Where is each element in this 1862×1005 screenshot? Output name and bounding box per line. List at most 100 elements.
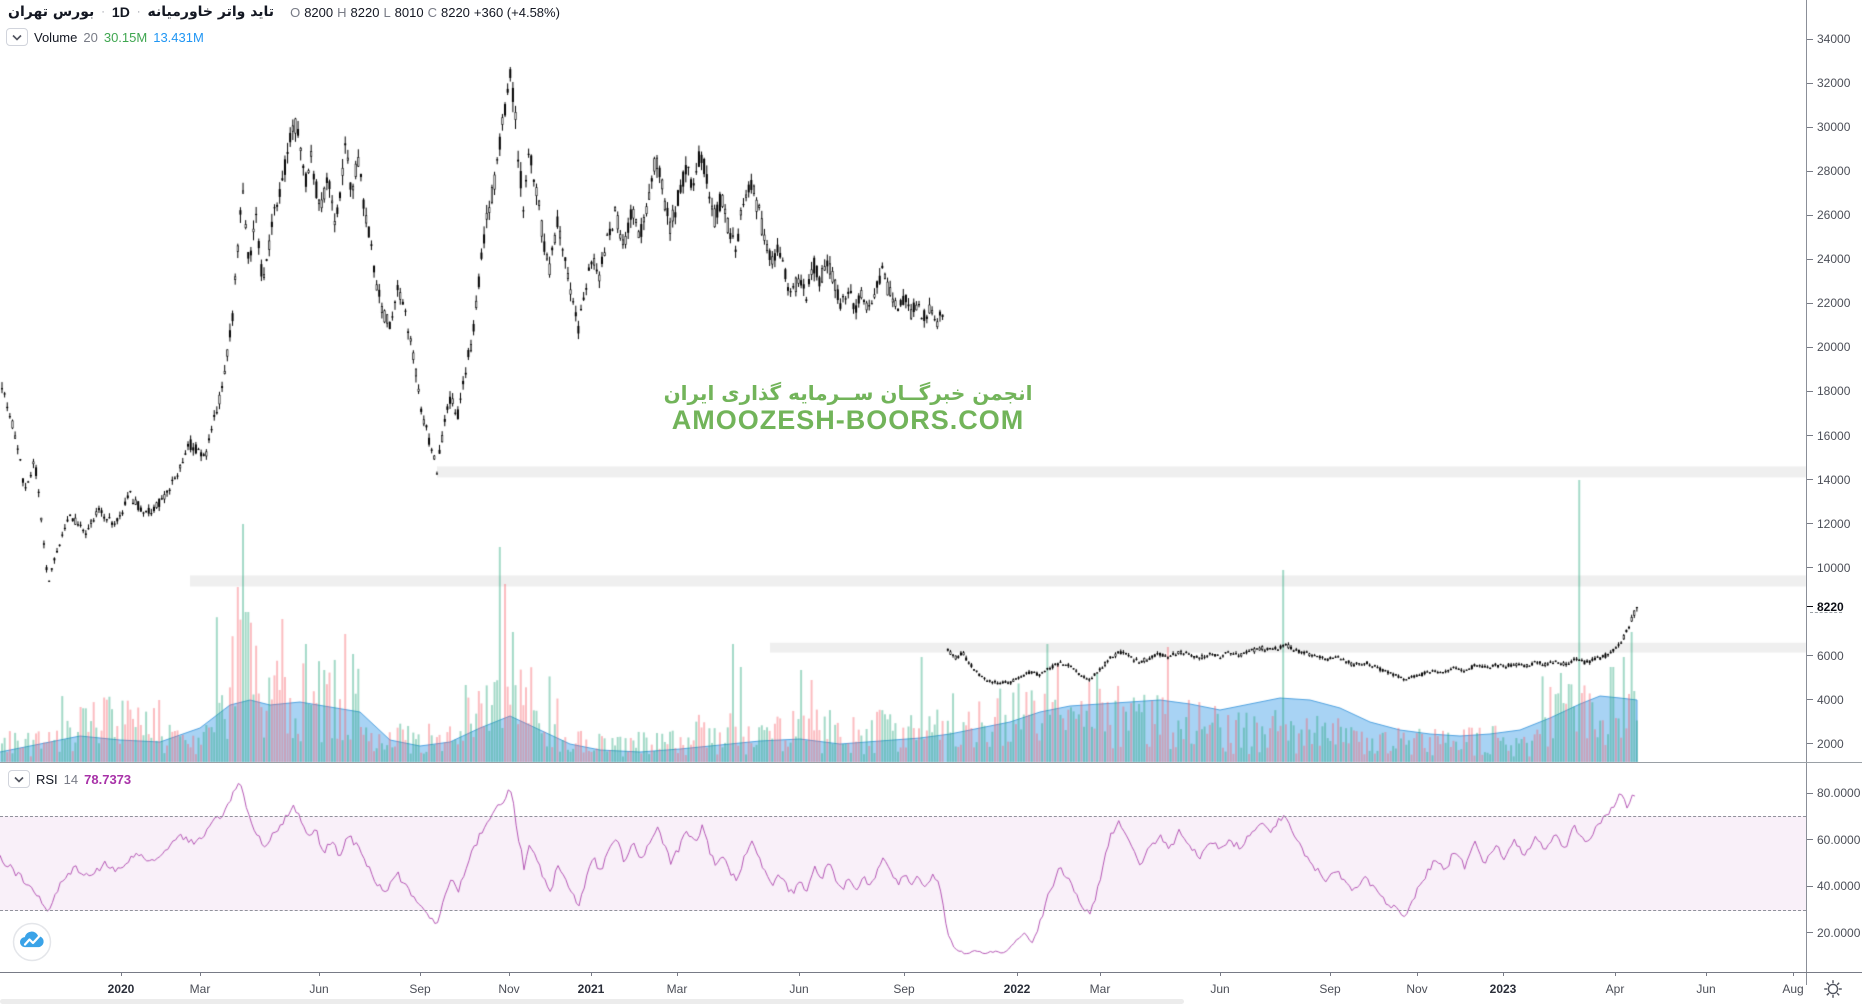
time-axis-label: Mar [189,982,211,996]
price-tick-label: 2000 [1817,736,1844,751]
price-tick-label: 14000 [1817,472,1851,487]
chevron-down-icon [14,776,24,783]
time-axis-label: Mar [666,982,688,996]
price-tick-mark [1807,655,1813,657]
gear-icon[interactable] [1822,978,1844,1005]
price-tick-label: 20000 [1817,340,1851,355]
time-axis-label: Jun [309,982,329,996]
rsi-tick-label: 20.0000 [1817,925,1861,940]
last-price-tick [1807,606,1813,608]
time-axis-label: 2020 [107,982,135,996]
separator-dot: · [136,6,141,18]
rsi-tick-label: 60.0000 [1817,832,1861,847]
time-tick-mark [1503,972,1504,976]
price-tick-mark [1807,479,1813,481]
price-tick-label: 6000 [1817,648,1844,663]
price-tick-label: 10000 [1817,560,1851,575]
time-tick-mark [591,972,592,976]
high-label: H [337,4,347,20]
time-axis-label: Sep [1319,982,1341,996]
price-tick-mark [1807,390,1813,392]
price-tick-mark [1807,699,1813,701]
price-tick-mark [1807,523,1813,525]
time-axis-label: Apr [1605,982,1625,996]
price-tick-mark [1807,435,1813,437]
time-axis-label: 2021 [577,982,605,996]
chevron-down-icon [12,34,22,41]
volume-ma-length: 20 [83,29,98,45]
price-tick-label: 32000 [1817,76,1851,91]
time-tick-mark [1100,972,1101,976]
volume-indicator-legend[interactable]: Volume 20 30.15M 13.431M [6,28,204,46]
price-tick-label: 12000 [1817,516,1851,531]
time-tick-mark [799,972,800,976]
time-axis-label: Sep [409,982,431,996]
timeframe[interactable]: 1D [111,4,130,20]
time-tick-mark [319,972,320,976]
time-axis-label: Sep [893,982,915,996]
price-tick-label: 18000 [1817,384,1851,399]
price-tick-mark [1807,743,1813,745]
price-tick-label: 26000 [1817,208,1851,223]
time-tick-mark [420,972,421,976]
time-tick-mark [1220,972,1221,976]
time-tick-mark [904,972,905,976]
last-price-dashed-line [1810,612,1842,613]
time-axis-label: Jun [1696,982,1716,996]
pane-separator[interactable] [0,762,1862,763]
time-tick-mark [1017,972,1018,976]
volume-indicator-name: Volume [34,29,78,45]
rsi-tick-mark [1807,839,1813,840]
rsi-tick-mark [1807,885,1813,887]
time-axis-label: 2023 [1489,982,1517,996]
rsi-tick-mark [1807,792,1813,794]
price-tick-mark [1807,170,1813,172]
time-tick-mark [1330,972,1331,976]
change-value: +360 (+4.58%) [473,4,560,20]
horizontal-scrollbar[interactable] [0,999,1184,1004]
time-tick-mark [1706,972,1707,976]
low-value: 8010 [394,4,424,20]
price-axis-line [1806,0,1807,985]
pane-separator-bottom [0,972,1862,973]
price-tick-mark [1807,567,1813,569]
price-tick-label: 4000 [1817,692,1844,707]
price-tick-mark [1807,82,1813,84]
cloud-logo-icon [12,922,52,967]
time-axis-label: Nov [498,982,520,996]
rsi-collapse-button[interactable] [8,770,30,788]
price-tick-label: 34000 [1817,32,1851,46]
separator-dot: · [101,6,105,18]
time-tick-mark [677,972,678,976]
price-tick-mark [1807,214,1813,216]
price-tick-mark [1807,258,1813,260]
close-label: C [427,4,437,20]
close-value: 8220 [440,4,470,20]
rsi-tick-label: 80.0000 [1817,786,1861,800]
rsi-indicator-name: RSI [36,771,58,787]
time-tick-mark [1615,972,1616,976]
rsi-value: 78.7373 [84,771,132,787]
time-axis-label: Nov [1406,982,1428,996]
price-tick-mark [1807,346,1813,348]
rsi-tick-mark [1807,932,1813,933]
price-tick-label: 28000 [1817,164,1851,179]
time-tick-mark [1793,972,1794,976]
last-price-label: 8220 [1817,599,1844,614]
time-axis-label: Jun [1210,982,1230,996]
price-tick-mark [1807,302,1813,304]
open-label: O [290,4,301,20]
volume-collapse-button[interactable] [6,28,28,46]
volume-ma-value: 13.431M [153,29,204,45]
ohlc-values: O 8200 H 8220 L 8010 C 8220 +360 (+4.58%) [290,5,560,20]
time-tick-mark [1417,972,1418,976]
time-tick-mark [200,972,201,976]
low-label: L [383,4,391,20]
time-axis-label: Mar [1089,982,1111,996]
price-tick-label: 24000 [1817,252,1851,267]
price-tick-label: 16000 [1817,428,1851,443]
rsi-indicator-legend[interactable]: RSI 14 78.7373 [8,770,131,788]
